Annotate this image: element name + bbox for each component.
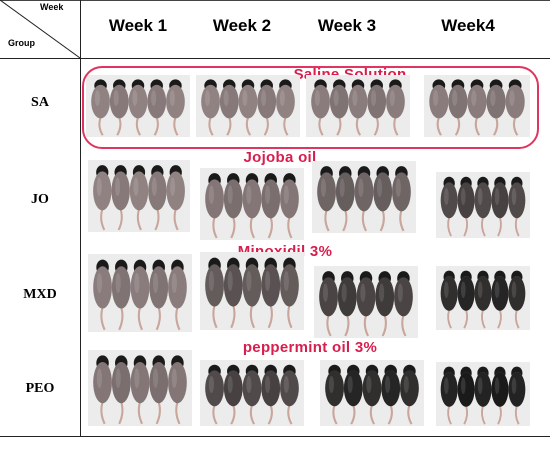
- week-3-header: Week 3: [317, 16, 377, 35]
- table-bottom-rule: [0, 436, 550, 437]
- group-corner-label: Group: [8, 38, 35, 48]
- mouse-photo-mxd-week-2: [200, 252, 304, 330]
- top-rule: [0, 0, 550, 1]
- treatment-label-jojoba: Jojoba oil: [243, 149, 317, 166]
- mouse-photo-sa-week-3: [306, 75, 410, 137]
- mouse-photo-mxd-week-3: [314, 266, 418, 338]
- mouse-photo-mxd-week-4: [436, 266, 530, 330]
- saline-highlight-outline: [82, 66, 539, 149]
- mouse-photo-sa-week-4: [424, 75, 530, 137]
- week-1-header: Week 1: [108, 16, 168, 35]
- week-corner-label: Week: [40, 2, 64, 12]
- group-label-sa: SA: [31, 95, 49, 110]
- mouse-photo-peo-week-4: [436, 362, 530, 426]
- mouse-photo-jo-week-3: [312, 161, 416, 233]
- week-2-header: Week 2: [212, 16, 272, 35]
- group-label-mxd: MXD: [23, 287, 57, 302]
- mouse-photo-mxd-week-1: [88, 254, 192, 332]
- mouse-photo-jo-week-4: [436, 172, 530, 238]
- mouse-photo-sa-week-1: [86, 75, 190, 137]
- header-bottom-rule: [0, 58, 550, 59]
- mouse-photo-peo-week-3: [320, 360, 424, 426]
- mouse-photo-jo-week-2: [200, 168, 304, 240]
- header-diagonal-line: [0, 0, 80, 59]
- mouse-photo-peo-week-1: [88, 350, 192, 426]
- mouse-photo-sa-week-2: [196, 75, 300, 137]
- week-4-header: Week4: [441, 16, 495, 35]
- mouse-photo-peo-week-2: [200, 360, 304, 426]
- mouse-photo-jo-week-1: [88, 160, 190, 232]
- group-label-peo: PEO: [25, 381, 55, 396]
- label-column-rule: [80, 0, 81, 437]
- treatment-label-peppermint: peppermint oil 3%: [242, 339, 378, 356]
- group-label-jo: JO: [31, 192, 49, 207]
